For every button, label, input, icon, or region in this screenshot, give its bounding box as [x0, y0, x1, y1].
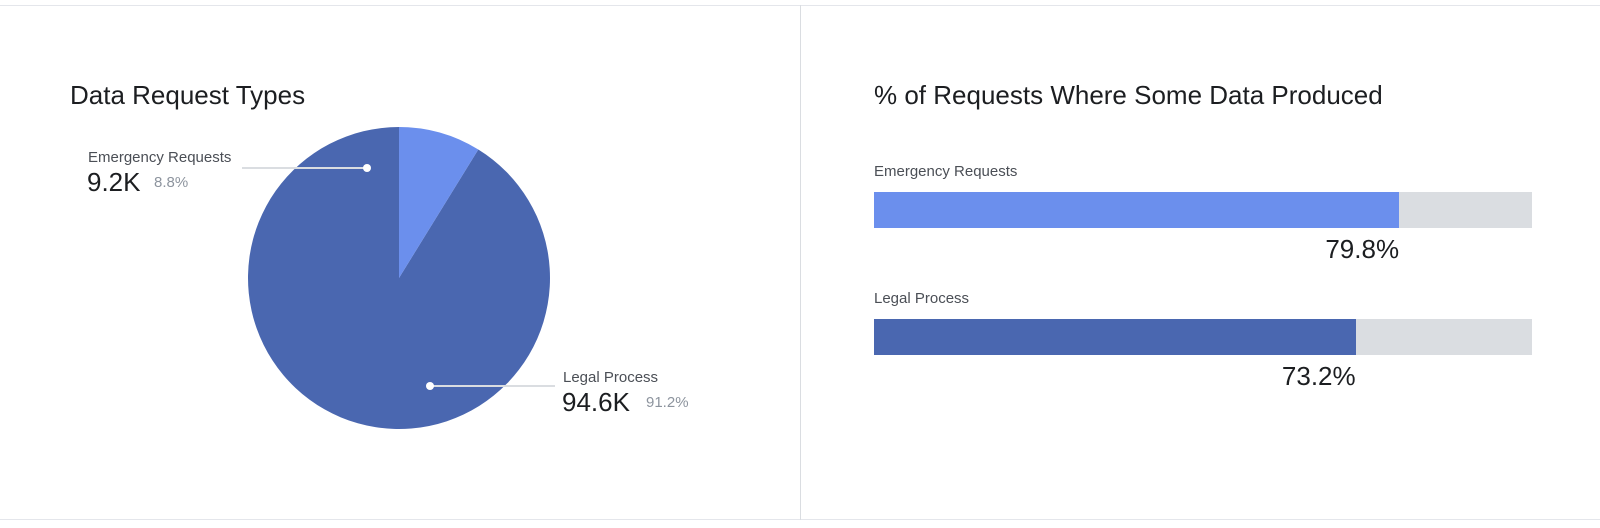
bar-track-legal-process — [874, 319, 1532, 355]
emergency-callout-value: 9.2K — [87, 167, 141, 197]
bar-label-emergency-requests: Emergency Requests — [874, 163, 1018, 180]
bar-track-emergency-requests — [874, 192, 1532, 228]
bar-value-legal-process: 73.2% — [1281, 361, 1356, 391]
pie-chart-title: Data Request Types — [70, 80, 306, 110]
bar-emergency-requests[interactable] — [874, 192, 1400, 228]
bar-label-legal-process: Legal Process — [874, 290, 970, 307]
legal-callout-label: Legal Process — [563, 369, 659, 386]
emergency-callout-label: Emergency Requests — [88, 149, 232, 166]
panel-divider — [800, 5, 801, 520]
emergency-callout-percent: 8.8% — [154, 174, 189, 191]
emergency-callout-dot — [363, 164, 371, 172]
bar-chart-title: % of Requests Where Some Data Produced — [874, 80, 1383, 110]
pie-slice-emergency-requests[interactable] — [399, 127, 479, 278]
legal-callout-dot — [426, 382, 434, 390]
legal-callout-value: 94.6K — [562, 387, 630, 417]
bar-legal-process[interactable] — [874, 319, 1356, 355]
pie-chart — [242, 127, 555, 429]
legal-callout-percent: 91.2% — [646, 394, 689, 411]
bar-value-emergency-requests: 79.8% — [1325, 234, 1400, 264]
